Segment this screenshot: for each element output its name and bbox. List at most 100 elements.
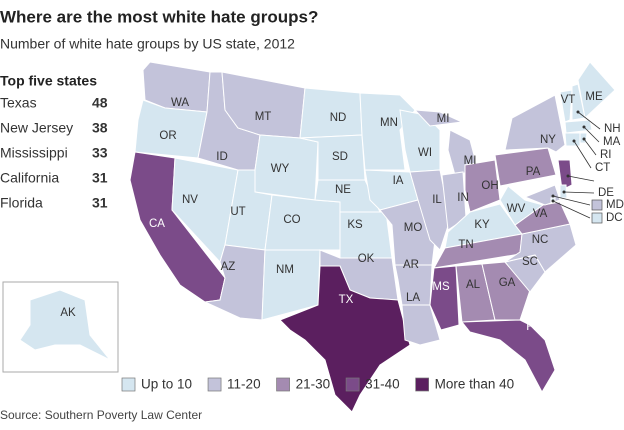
- state-shape: [413, 109, 464, 127]
- callout-swatch: [591, 199, 603, 211]
- top-state-name: New Jersey: [0, 120, 73, 136]
- top-state-name: Texas: [0, 95, 37, 111]
- callout-line: [583, 126, 600, 143]
- state-label: TX: [339, 294, 354, 306]
- top-state-name: Florida: [0, 195, 43, 211]
- state-shape: [19, 289, 111, 361]
- legend-swatch: [121, 377, 136, 392]
- state-shape: [504, 94, 566, 153]
- state-label: IN: [457, 192, 469, 204]
- callout-dot: [572, 139, 576, 143]
- state-label: NH: [604, 123, 621, 135]
- state-shape: [564, 132, 581, 147]
- legend-label: 11-20: [227, 377, 261, 392]
- callout-line: [583, 138, 597, 156]
- legend-label: Up to 10: [141, 377, 192, 392]
- callout-dot: [551, 194, 555, 198]
- state-label: IL: [432, 194, 442, 206]
- legend-swatch: [345, 377, 360, 392]
- states: [19, 61, 616, 413]
- state-shape: [499, 185, 545, 226]
- source: Source: Southern Poverty Law Center: [0, 408, 202, 422]
- state-shape: [571, 83, 586, 121]
- state-label: MD: [606, 199, 624, 211]
- state-label: CO: [283, 214, 300, 226]
- state-label: NY: [540, 134, 556, 146]
- state-label: WY: [271, 163, 290, 175]
- state-label: DC: [606, 212, 623, 224]
- legend-label: 21-30: [296, 377, 331, 392]
- top-state-count: 48: [92, 95, 108, 111]
- state-label: VT: [561, 94, 576, 106]
- state-label: LA: [406, 292, 420, 304]
- state-shape: [429, 265, 460, 331]
- state-label: RI: [600, 149, 612, 161]
- state-shape: [464, 159, 501, 213]
- callout-line: [573, 140, 592, 169]
- subtitle: Number of white hate groups by US state,…: [0, 36, 295, 52]
- top-state-count: 38: [92, 120, 108, 136]
- top-state-name: California: [0, 170, 59, 186]
- callout-line: [577, 111, 601, 130]
- state-label: AK: [60, 307, 76, 319]
- callout-line: [567, 175, 595, 182]
- state-shape: [481, 261, 531, 321]
- state-label: MA: [603, 136, 621, 148]
- state-label: NV: [182, 194, 198, 206]
- legend-label: 31-40: [365, 377, 400, 392]
- state-label: PA: [526, 166, 541, 178]
- state-label: WV: [507, 203, 526, 215]
- state-label: OH: [481, 180, 498, 192]
- top-state-count: 33: [92, 145, 108, 161]
- state-shape: [409, 169, 451, 251]
- legend-label: More than 40: [435, 377, 515, 392]
- state-label: TN: [458, 239, 473, 251]
- state-label: NC: [532, 234, 549, 246]
- callout-dot: [582, 125, 586, 129]
- callout-line: [552, 200, 591, 219]
- state-label: MI: [464, 155, 477, 167]
- state-label: MS: [432, 281, 450, 293]
- state-shape: [460, 319, 556, 394]
- state-label: NE: [335, 184, 351, 196]
- state-label: ME: [585, 91, 603, 103]
- state-shape: [494, 147, 557, 187]
- legend: Up to 10 11-20 21-30 31-40 More than 40: [121, 377, 515, 392]
- state-label: CA: [149, 218, 165, 230]
- state-shape: [557, 159, 573, 191]
- legend-swatch: [415, 377, 429, 392]
- state-label: AR: [403, 259, 419, 271]
- state-label: VA: [533, 208, 548, 220]
- state-label: AL: [466, 279, 481, 291]
- state-label: UT: [230, 206, 245, 218]
- callout-line: [552, 195, 591, 206]
- state-shape: [564, 119, 593, 134]
- top-state-name: Mississippi: [0, 145, 68, 161]
- state-label: AZ: [221, 261, 236, 273]
- state-labels: WA OR CA NV ID MT WY UT AZ CO NM ND SD NE KS OK TX MN IA MO…: [60, 91, 624, 333]
- callout-dot: [551, 199, 555, 203]
- state-label: KY: [474, 219, 490, 231]
- state-label: DE: [598, 187, 614, 199]
- callout-swatch: [591, 212, 603, 224]
- legend-swatch: [207, 377, 222, 392]
- title: Where are the most white hate groups?: [0, 7, 318, 26]
- state-label: IA: [393, 175, 404, 187]
- top-state-count: 31: [92, 195, 108, 211]
- state-label: CT: [595, 162, 610, 174]
- top-five: Texas 48 New Jersey 38 Mississippi 33 Californ…: [0, 95, 108, 211]
- state-label: OR: [159, 130, 176, 142]
- state-label: WI: [418, 147, 432, 159]
- state-label: SD: [332, 151, 348, 163]
- state-shape: [559, 89, 573, 123]
- state-label: ND: [330, 112, 347, 124]
- state-label: NJ: [598, 175, 612, 187]
- state-label: MN: [380, 117, 398, 129]
- state-label: MI: [437, 113, 450, 125]
- state-label: MO: [404, 222, 423, 234]
- callout-dot: [582, 137, 586, 141]
- top-state-count: 31: [92, 170, 108, 186]
- state-shape: [279, 265, 411, 413]
- state-label: ID: [216, 151, 228, 163]
